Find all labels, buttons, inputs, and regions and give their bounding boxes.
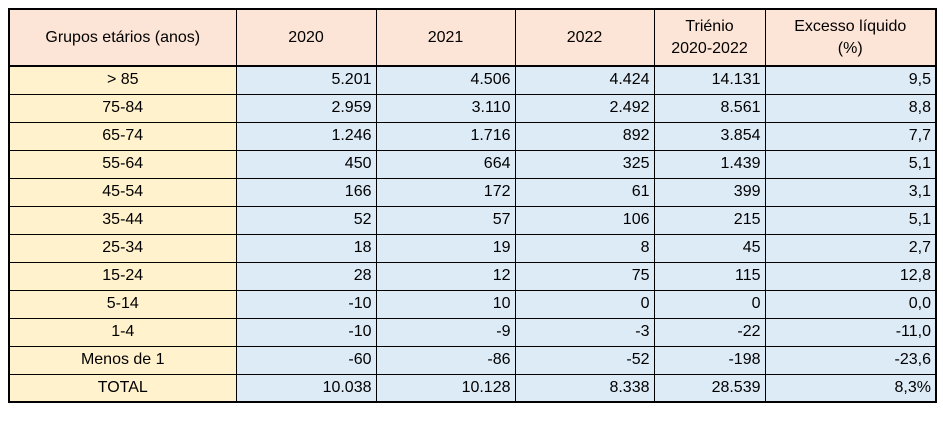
column-header-trienio-line1: Triénio — [685, 17, 734, 35]
data-cell: 0 — [653, 289, 766, 319]
data-cell: 10.038 — [235, 373, 377, 403]
header-row: Grupos etários (anos) 2020 2021 2022 Tri… — [8, 8, 937, 67]
data-cell: 172 — [375, 177, 516, 207]
mortality-table: Grupos etários (anos) 2020 2021 2022 Tri… — [8, 8, 937, 403]
row-label-cell: 25-34 — [8, 233, 237, 263]
data-cell: 61 — [514, 177, 655, 207]
data-cell: -22 — [653, 317, 766, 347]
data-cell: 5,1 — [764, 149, 937, 179]
data-cell: 3.110 — [375, 93, 516, 123]
column-header-2022: 2022 — [514, 8, 655, 67]
data-cell: 1.716 — [375, 121, 516, 151]
data-cell: 5,1 — [764, 205, 937, 235]
data-cell: -10 — [235, 289, 377, 319]
table-row-gt85: > 85 5.201 4.506 4.424 14.131 9,5 — [8, 65, 937, 95]
data-cell: -10 — [235, 317, 377, 347]
data-cell: 57 — [375, 205, 516, 235]
data-cell: 166 — [235, 177, 377, 207]
column-header-2021: 2021 — [375, 8, 516, 67]
data-cell: -23,6 — [764, 345, 937, 375]
table-row-45-54: 45-54 166 172 61 399 3,1 — [8, 177, 937, 207]
data-cell: 1.439 — [653, 149, 766, 179]
data-cell: 5.201 — [235, 65, 377, 95]
row-label-cell: 35-44 — [8, 205, 237, 235]
table-row-55-64: 55-64 450 664 325 1.439 5,1 — [8, 149, 937, 179]
data-cell: 3.854 — [653, 121, 766, 151]
column-header-excesso-line2: (%) — [837, 39, 863, 57]
row-label-cell: > 85 — [8, 65, 237, 95]
data-cell: 8 — [514, 233, 655, 263]
data-cell: 10 — [375, 289, 516, 319]
data-cell: 12 — [375, 261, 516, 291]
column-header-excesso-line1: Excesso líquido — [794, 17, 907, 35]
data-cell: 8.561 — [653, 93, 766, 123]
data-cell: 52 — [235, 205, 377, 235]
data-cell: 28 — [235, 261, 377, 291]
column-header-2020: 2020 — [235, 8, 377, 67]
data-cell: -9 — [375, 317, 516, 347]
data-cell: 325 — [514, 149, 655, 179]
data-cell: 892 — [514, 121, 655, 151]
data-cell: 8.338 — [514, 373, 655, 403]
data-cell: 14.131 — [653, 65, 766, 95]
data-cell: 0,0 — [764, 289, 937, 319]
data-cell: 450 — [235, 149, 377, 179]
data-cell: 106 — [514, 205, 655, 235]
data-cell: 2.959 — [235, 93, 377, 123]
data-cell: -52 — [514, 345, 655, 375]
data-cell: 4.506 — [375, 65, 516, 95]
data-cell: 45 — [653, 233, 766, 263]
column-header-trienio: Triénio 2020-2022 — [653, 8, 766, 67]
data-cell: 9,5 — [764, 65, 937, 95]
data-cell: 28.539 — [653, 373, 766, 403]
table-row-15-24: 15-24 28 12 75 115 12,8 — [8, 261, 937, 291]
row-label-cell: Menos de 1 — [8, 345, 237, 375]
data-cell: -11,0 — [764, 317, 937, 347]
row-label-cell: 45-54 — [8, 177, 237, 207]
data-cell: 115 — [653, 261, 766, 291]
data-cell: -86 — [375, 345, 516, 375]
table-row-total: TOTAL 10.038 10.128 8.338 28.539 8,3% — [8, 373, 937, 403]
table-row-25-34: 25-34 18 19 8 45 2,7 — [8, 233, 937, 263]
data-cell: 7,7 — [764, 121, 937, 151]
row-label-cell: 5-14 — [8, 289, 237, 319]
data-cell: 0 — [514, 289, 655, 319]
data-cell: 3,1 — [764, 177, 937, 207]
data-cell: 75 — [514, 261, 655, 291]
data-cell: 4.424 — [514, 65, 655, 95]
data-cell: 399 — [653, 177, 766, 207]
column-header-excesso-liquido: Excesso líquido (%) — [764, 8, 937, 67]
table-row-75-84: 75-84 2.959 3.110 2.492 8.561 8,8 — [8, 93, 937, 123]
data-cell: 10.128 — [375, 373, 516, 403]
data-cell: 12,8 — [764, 261, 937, 291]
table-row-65-74: 65-74 1.246 1.716 892 3.854 7,7 — [8, 121, 937, 151]
column-header-trienio-line2: 2020-2022 — [671, 39, 748, 57]
table-row-menos-de-1: Menos de 1 -60 -86 -52 -198 -23,6 — [8, 345, 937, 375]
data-cell: 1.246 — [235, 121, 377, 151]
column-header-age-groups: Grupos etários (anos) — [8, 8, 237, 67]
data-cell: 2,7 — [764, 233, 937, 263]
row-label-cell: 75-84 — [8, 93, 237, 123]
row-label-cell: 65-74 — [8, 121, 237, 151]
data-cell: 18 — [235, 233, 377, 263]
data-cell: -60 — [235, 345, 377, 375]
data-cell: 2.492 — [514, 93, 655, 123]
data-cell: 8,3% — [764, 373, 937, 403]
data-cell: 19 — [375, 233, 516, 263]
data-cell: 8,8 — [764, 93, 937, 123]
table-row-5-14: 5-14 -10 10 0 0 0,0 — [8, 289, 937, 319]
data-cell: 215 — [653, 205, 766, 235]
table-row-35-44: 35-44 52 57 106 215 5,1 — [8, 205, 937, 235]
data-cell: -198 — [653, 345, 766, 375]
table-row-1-4: 1-4 -10 -9 -3 -22 -11,0 — [8, 317, 937, 347]
row-label-cell: 1-4 — [8, 317, 237, 347]
data-cell: 664 — [375, 149, 516, 179]
data-cell: -3 — [514, 317, 655, 347]
row-label-cell: TOTAL — [8, 373, 237, 403]
row-label-cell: 15-24 — [8, 261, 237, 291]
row-label-cell: 55-64 — [8, 149, 237, 179]
